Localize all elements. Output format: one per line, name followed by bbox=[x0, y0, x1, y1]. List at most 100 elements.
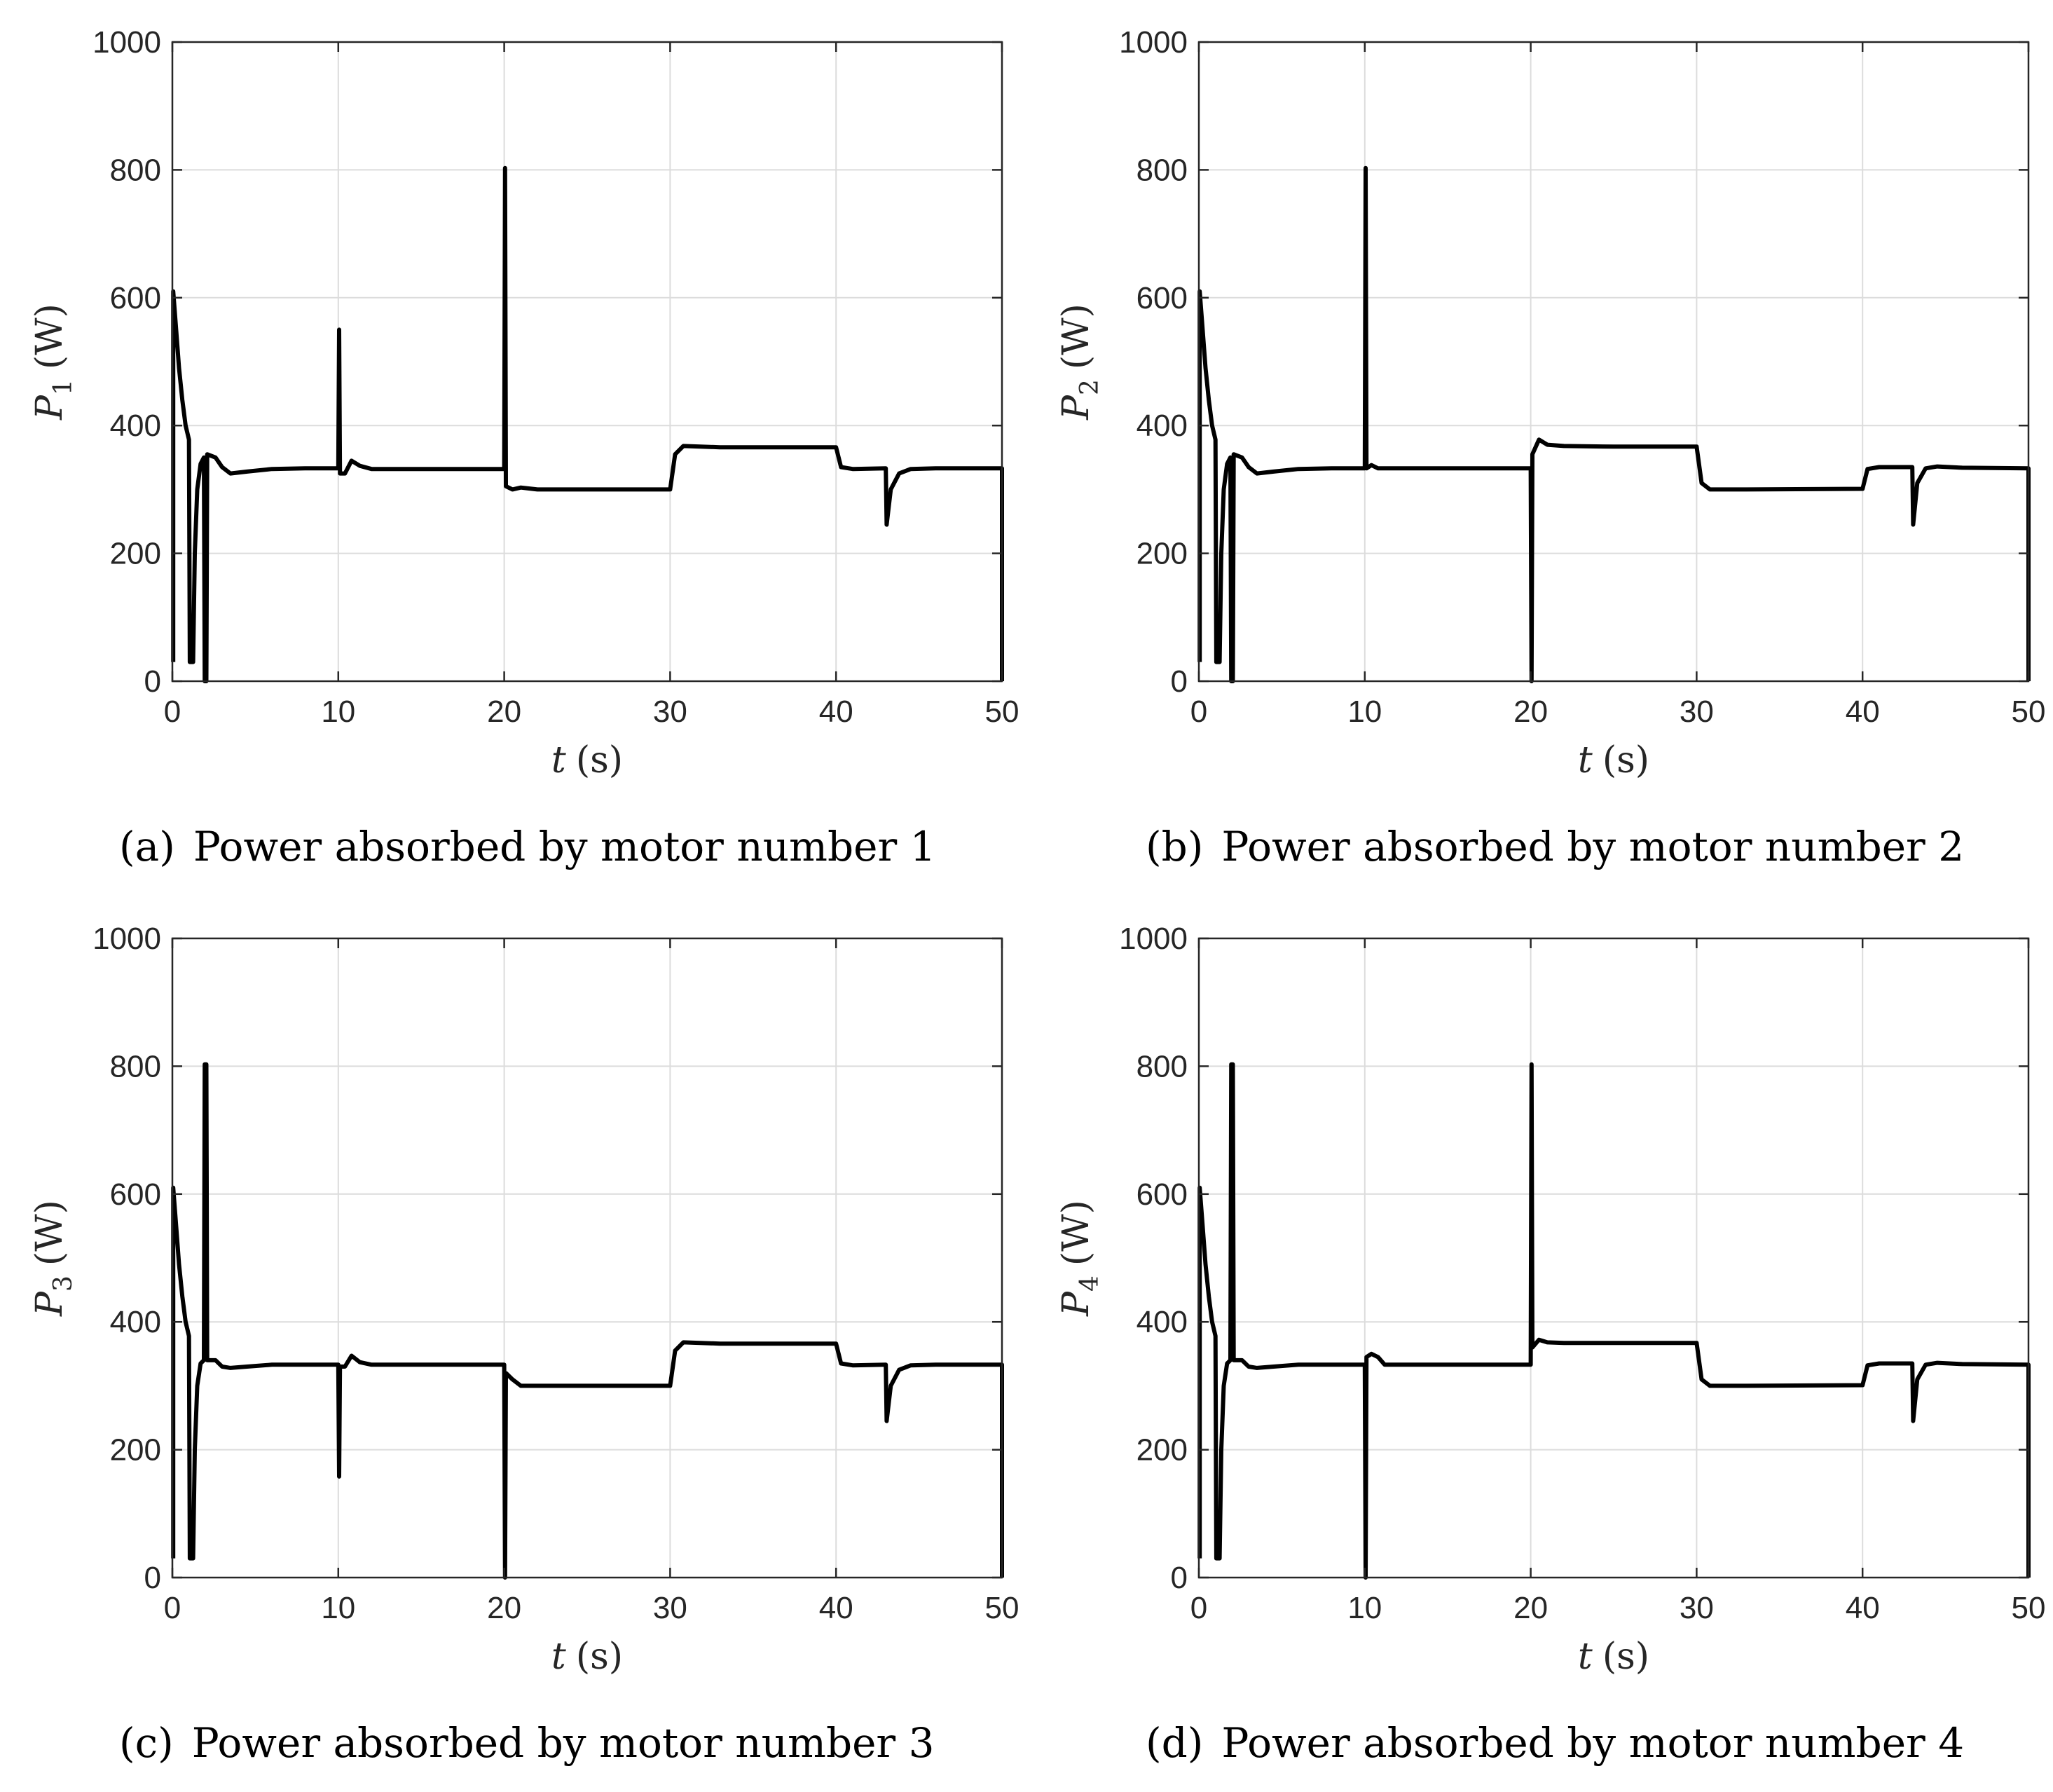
y-tick-label: 1000 bbox=[92, 922, 161, 956]
x-axis-symbol: t bbox=[551, 1636, 566, 1678]
caption-tag: (d) bbox=[1146, 1719, 1203, 1767]
panel-b: 0 10 20 30 40 50 0 200 400 600 800 1000 t (s) P2 (W) (b)… bbox=[1026, 0, 2053, 896]
y-tick-label: 200 bbox=[1137, 537, 1188, 571]
x-axis-unit: (s) bbox=[1602, 739, 1649, 781]
y-tick-label: 800 bbox=[110, 153, 161, 187]
x-axis-label: t (s) bbox=[551, 1636, 623, 1678]
caption-text: Power absorbed by motor number 4 bbox=[1221, 1719, 1964, 1767]
x-tick-label: 40 bbox=[1846, 695, 1880, 729]
caption-text: Power absorbed by motor number 1 bbox=[193, 823, 936, 870]
panel-d: 0 10 20 30 40 50 0 200 400 600 800 1000 t (s) P4 (W) (d)… bbox=[1026, 896, 2053, 1792]
y-axis-subscript: 2 bbox=[1076, 379, 1104, 395]
chart-svg: 0 10 20 30 40 50 0 200 400 600 800 1000 t (s) P2 (W) (b)… bbox=[1055, 25, 2046, 870]
x-tick-label: 50 bbox=[985, 1591, 1019, 1625]
x-axis-unit: (s) bbox=[576, 739, 623, 781]
panel-c: 0 10 20 30 40 50 0 200 400 600 800 1000 t (s) P3 (W) (c)… bbox=[0, 896, 1026, 1792]
x-tick-label: 20 bbox=[487, 1591, 521, 1625]
x-axis-symbol: t bbox=[1578, 739, 1593, 781]
x-tick-label: 20 bbox=[1513, 1591, 1548, 1625]
x-tick-label: 20 bbox=[1513, 695, 1548, 729]
caption-tag: (a) bbox=[119, 823, 175, 870]
y-tick-label: 600 bbox=[1137, 1177, 1188, 1212]
y-tick-label: 600 bbox=[1137, 281, 1188, 315]
caption-text: Power absorbed by motor number 2 bbox=[1221, 823, 1964, 870]
y-tick-label: 0 bbox=[1171, 664, 1188, 699]
x-axis-unit: (s) bbox=[576, 1636, 623, 1678]
y-tick-label: 400 bbox=[1137, 409, 1188, 443]
y-tick-label: 800 bbox=[1137, 1049, 1188, 1083]
x-tick-label: 20 bbox=[487, 695, 521, 729]
y-tick-label: 600 bbox=[110, 281, 161, 315]
y-tick-label: 0 bbox=[144, 1561, 161, 1595]
y-axis-unit: (W) bbox=[29, 1200, 71, 1266]
caption-tag: (b) bbox=[1146, 823, 1203, 870]
x-axis-label: t (s) bbox=[1578, 739, 1649, 781]
x-tick-label: 10 bbox=[321, 1591, 355, 1625]
series-line-P1 bbox=[171, 165, 1004, 683]
y-axis-symbol: P bbox=[29, 1291, 71, 1317]
y-tick-label: 400 bbox=[1137, 1305, 1188, 1339]
y-tick-label: 200 bbox=[110, 537, 161, 571]
y-axis-symbol: P bbox=[1055, 1291, 1097, 1317]
x-tick-label: 50 bbox=[2012, 695, 2046, 729]
y-tick-label: 400 bbox=[110, 409, 161, 443]
x-tick-label: 0 bbox=[1190, 695, 1207, 729]
y-tick-label: 600 bbox=[110, 1177, 161, 1212]
y-axis-unit: (W) bbox=[29, 303, 71, 369]
grid bbox=[172, 41, 1003, 682]
x-tick-label: 30 bbox=[653, 695, 687, 729]
x-tick-label: 0 bbox=[1190, 1591, 1207, 1625]
x-tick-label: 40 bbox=[819, 1591, 853, 1625]
y-tick-label: 200 bbox=[1137, 1433, 1188, 1468]
x-tick-label: 10 bbox=[1347, 695, 1382, 729]
y-tick-label: 1000 bbox=[1119, 922, 1188, 956]
y-tick-label: 800 bbox=[110, 1049, 161, 1083]
y-axis-label: P3 (W) bbox=[29, 1200, 78, 1317]
y-tick-label: 0 bbox=[1171, 1561, 1188, 1595]
y-axis-label: P2 (W) bbox=[1055, 303, 1104, 420]
x-tick-label: 30 bbox=[1680, 1591, 1714, 1625]
y-axis-label: P1 (W) bbox=[29, 303, 78, 420]
x-tick-label: 40 bbox=[819, 695, 853, 729]
panel-caption: (c) Power absorbed by motor number 3 bbox=[119, 1719, 934, 1767]
caption-tag: (c) bbox=[119, 1719, 174, 1767]
y-axis-subscript: 3 bbox=[49, 1275, 78, 1292]
plot-frame bbox=[1197, 937, 2030, 1579]
y-axis-unit: (W) bbox=[1055, 1200, 1097, 1266]
y-axis-subscript: 4 bbox=[1076, 1275, 1104, 1292]
y-axis-label: P4 (W) bbox=[1055, 1200, 1104, 1317]
grid bbox=[1198, 41, 2029, 682]
y-tick-label: 1000 bbox=[1119, 25, 1188, 60]
y-tick-label: 400 bbox=[110, 1305, 161, 1339]
chart-svg: 0 10 20 30 40 50 0 200 400 600 800 1000 t (s) P4 (W) (d)… bbox=[1055, 922, 2046, 1767]
y-tick-label: 200 bbox=[110, 1433, 161, 1468]
x-tick-label: 0 bbox=[164, 695, 181, 729]
plot-frame bbox=[171, 937, 1003, 1579]
x-axis-symbol: t bbox=[1578, 1636, 1593, 1678]
x-axis-label: t (s) bbox=[1578, 1636, 1649, 1678]
x-tick-label: 50 bbox=[985, 695, 1019, 729]
y-axis-symbol: P bbox=[1055, 395, 1097, 420]
y-tick-label: 800 bbox=[1137, 153, 1188, 187]
x-tick-label: 50 bbox=[2012, 1591, 2046, 1625]
panel-a: 0 10 20 30 40 50 0 200 400 600 800 1000 t (s) P1 (W) (a)… bbox=[0, 0, 1026, 896]
x-tick-label: 30 bbox=[653, 1591, 687, 1625]
y-axis-subscript: 1 bbox=[49, 379, 78, 395]
grid bbox=[172, 938, 1003, 1578]
panel-caption: (d) Power absorbed by motor number 4 bbox=[1146, 1719, 1964, 1767]
x-tick-label: 10 bbox=[321, 695, 355, 729]
panel-caption: (b) Power absorbed by motor number 2 bbox=[1146, 823, 1964, 870]
x-axis-symbol: t bbox=[551, 739, 566, 781]
y-tick-label: 0 bbox=[144, 664, 161, 699]
x-tick-label: 10 bbox=[1347, 1591, 1382, 1625]
grid bbox=[1198, 938, 2029, 1578]
x-axis-label: t (s) bbox=[551, 739, 623, 781]
plot-frame bbox=[171, 41, 1003, 683]
y-axis-symbol: P bbox=[29, 395, 71, 420]
caption-text: Power absorbed by motor number 3 bbox=[192, 1719, 935, 1767]
series-line-P2 bbox=[1197, 165, 2031, 683]
x-tick-label: 30 bbox=[1680, 695, 1714, 729]
x-axis-unit: (s) bbox=[1602, 1636, 1649, 1678]
panel-caption: (a) Power absorbed by motor number 1 bbox=[119, 823, 936, 870]
series-line-P4 bbox=[1197, 1062, 2031, 1580]
